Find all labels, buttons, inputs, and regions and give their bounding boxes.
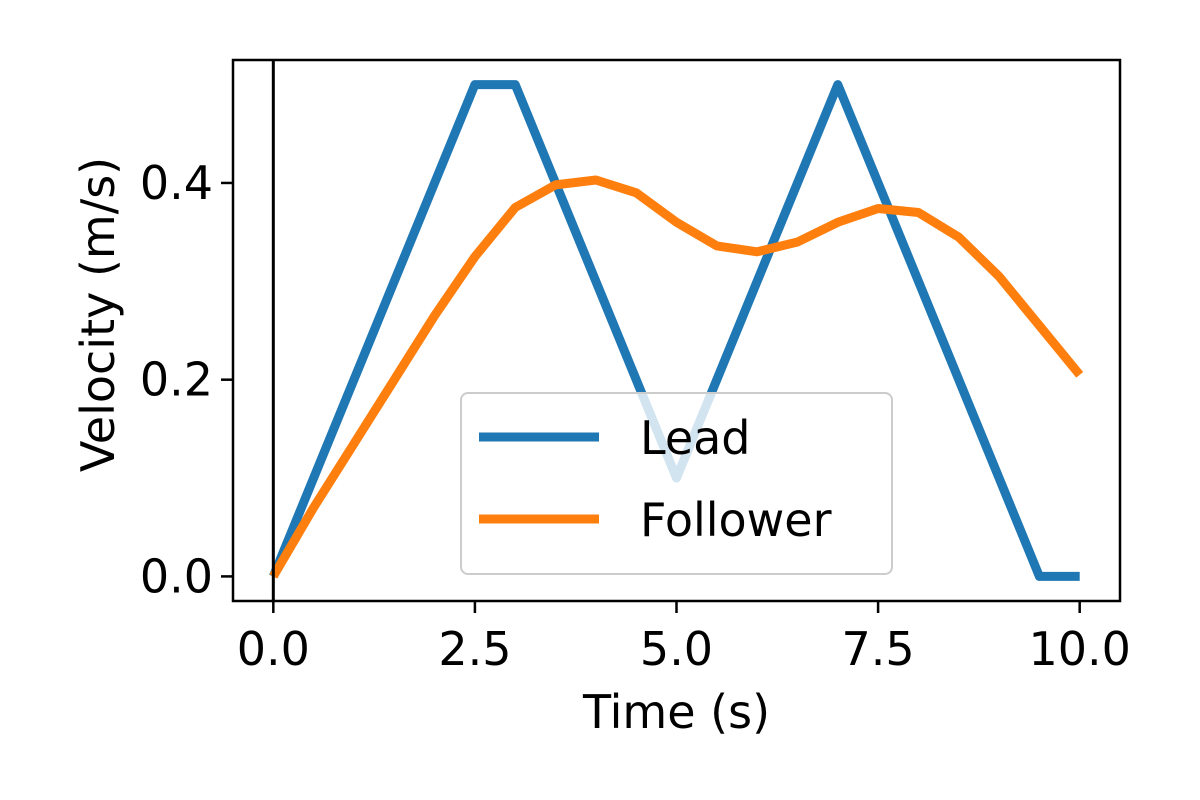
series-line-follower <box>269 175 1084 579</box>
x-tick-label: 2.5 <box>438 622 511 676</box>
x-tick-label: 5.0 <box>640 622 713 676</box>
legend: Lead Follower <box>460 392 893 575</box>
y-tick-label: 0.0 <box>140 549 213 603</box>
x-axis-label: Time (s) <box>582 685 770 739</box>
x-tick-label: 7.5 <box>842 622 915 676</box>
y-tick-label: 0.4 <box>140 156 213 210</box>
y-axis-ticks: 0.0 0.2 0.4 <box>140 156 233 603</box>
x-tick-label: 0.0 <box>237 622 310 676</box>
x-axis-ticks: 0.0 2.5 5.0 7.5 10.0 <box>237 601 1131 676</box>
legend-label-lead: Lead <box>640 411 751 465</box>
y-axis-label: Velocity (m/s) <box>71 157 125 472</box>
legend-label-follower: Follower <box>640 493 832 547</box>
x-tick-label: 10.0 <box>1028 622 1130 676</box>
y-tick-label: 0.2 <box>140 353 213 407</box>
